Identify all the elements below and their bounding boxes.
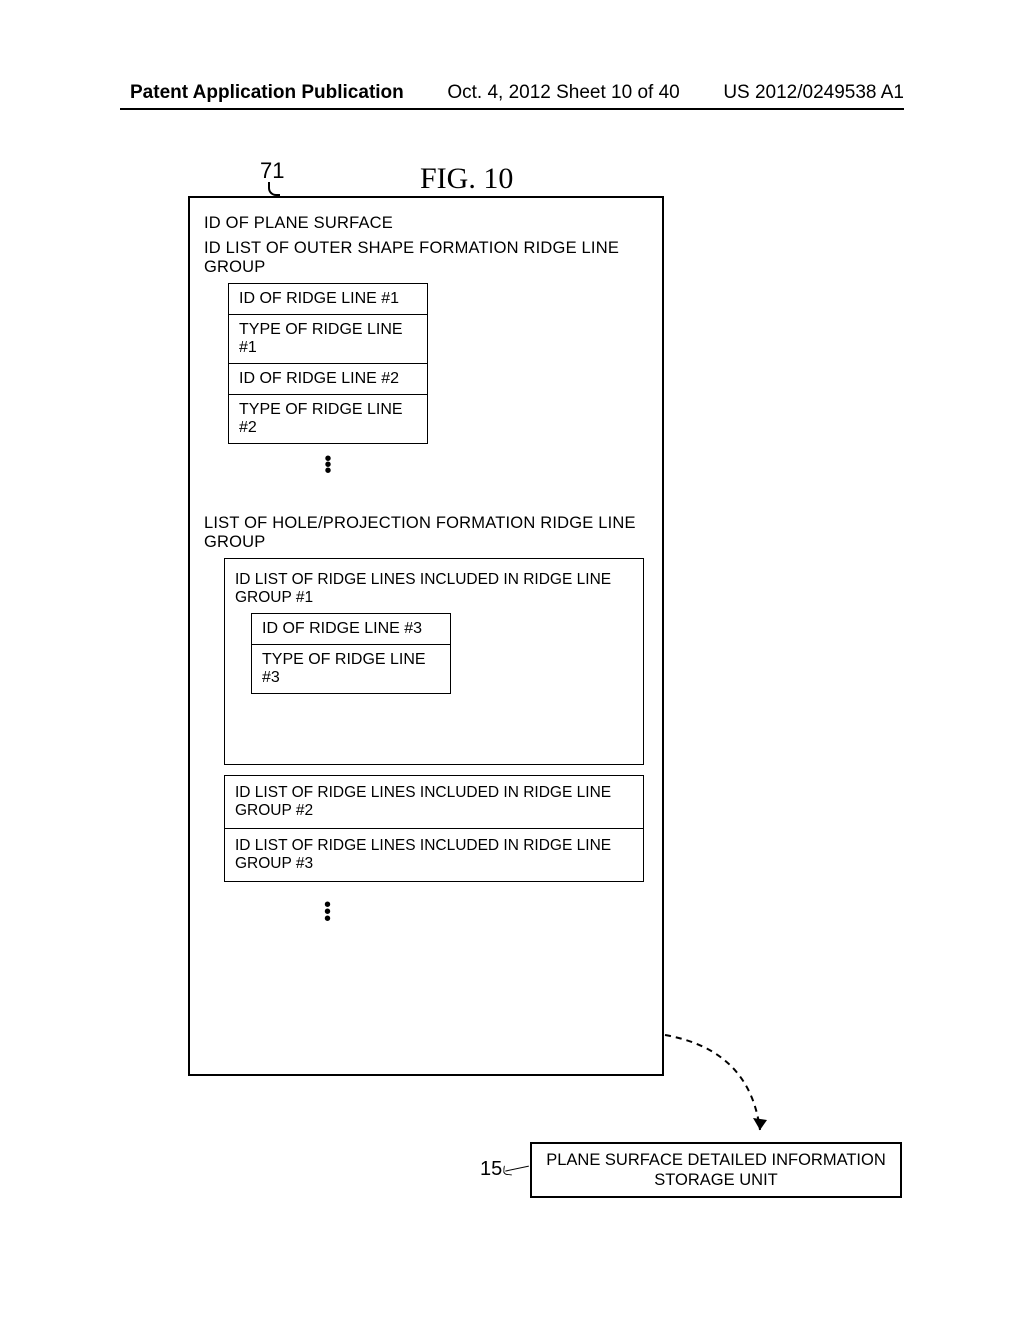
reference-15: 15 [480, 1158, 502, 1181]
group-3-heading: ID LIST OF RIDGE LINES INCLUDED IN RIDGE… [225, 829, 643, 881]
reference-15-leader [505, 1166, 531, 1181]
data-structure-box: ID OF PLANE SURFACE ID LIST OF OUTER SHA… [188, 196, 664, 1076]
figure-title: FIG. 10 [420, 162, 513, 196]
page-header: Patent Application Publication Oct. 4, 2… [0, 82, 1024, 104]
storage-line-2: STORAGE UNIT [532, 1170, 900, 1190]
ridge-line-group-1-box: ID LIST OF RIDGE LINES INCLUDED IN RIDGE… [224, 558, 644, 765]
outer-shape-ridge-table: ID OF RIDGE LINE #1 TYPE OF RIDGE LINE #… [228, 283, 428, 444]
reference-71: 71 [260, 158, 284, 184]
hole-projection-heading: LIST OF HOLE/PROJECTION FORMATION RIDGE … [204, 514, 648, 552]
plane-surface-id-label: ID OF PLANE SURFACE [204, 214, 648, 233]
header-pub-number: US 2012/0249538 A1 [723, 82, 904, 104]
group-1-ridge-table: ID OF RIDGE LINE #3 TYPE OF RIDGE LINE #… [251, 613, 451, 694]
header-publication: Patent Application Publication [130, 82, 404, 104]
table-row: ID OF RIDGE LINE #3 [252, 614, 450, 645]
storage-unit-box: PLANE SURFACE DETAILED INFORMATION STORA… [530, 1142, 902, 1198]
header-date-sheet: Oct. 4, 2012 Sheet 10 of 40 [447, 82, 679, 104]
reference-71-leader [268, 182, 280, 196]
table-row: TYPE OF RIDGE LINE #3 [252, 645, 450, 693]
group-1-heading: ID LIST OF RIDGE LINES INCLUDED IN RIDGE… [235, 571, 633, 607]
ridge-line-group-stack: ID LIST OF RIDGE LINES INCLUDED IN RIDGE… [224, 775, 644, 882]
table-row: TYPE OF RIDGE LINE #1 [229, 315, 427, 364]
header-rule [120, 108, 904, 110]
hole-projection-section: LIST OF HOLE/PROJECTION FORMATION RIDGE … [204, 514, 648, 923]
group-2-heading: ID LIST OF RIDGE LINES INCLUDED IN RIDGE… [225, 776, 643, 829]
table-row: ID OF RIDGE LINE #2 [229, 364, 427, 395]
storage-line-1: PLANE SURFACE DETAILED INFORMATION [532, 1150, 900, 1170]
vertical-ellipsis-icon: ••• [228, 444, 428, 488]
vertical-ellipsis-icon: ••• [324, 902, 648, 923]
table-row: TYPE OF RIDGE LINE #2 [229, 395, 427, 443]
table-row: ID OF RIDGE LINE #1 [229, 284, 427, 315]
outer-shape-heading: ID LIST OF OUTER SHAPE FORMATION RIDGE L… [204, 239, 648, 277]
dashed-arrow-icon [660, 1030, 800, 1150]
